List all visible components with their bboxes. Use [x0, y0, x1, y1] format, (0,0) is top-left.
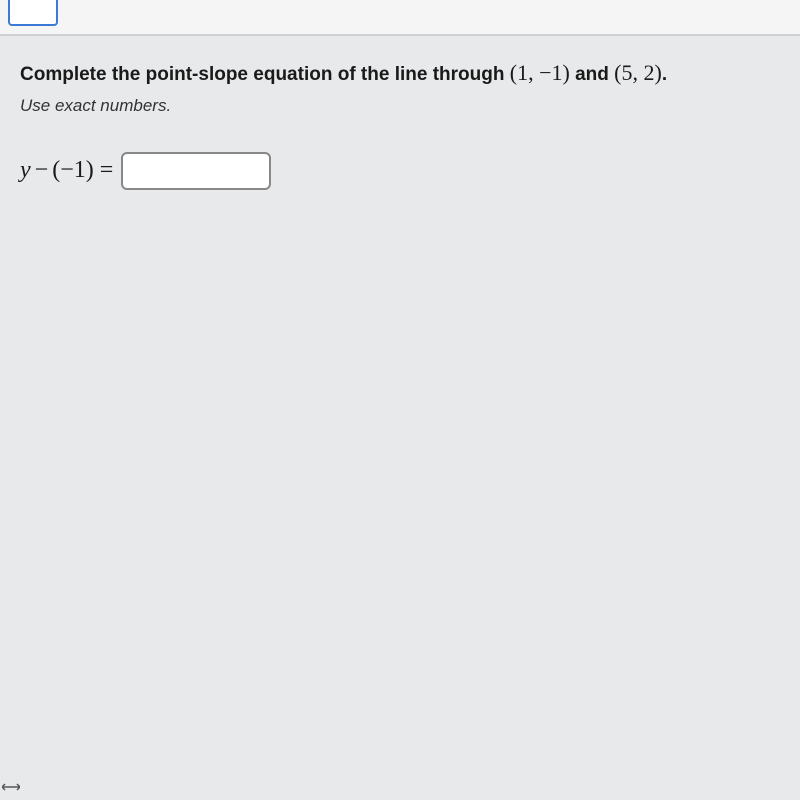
top-bar: [0, 0, 800, 36]
resize-handle-icon[interactable]: [2, 780, 20, 792]
equals-sign: =: [100, 157, 114, 183]
open-paren: (: [52, 157, 60, 183]
question-suffix: .: [662, 64, 667, 85]
point-2: (5, 2): [614, 60, 662, 85]
top-left-icon-box[interactable]: [8, 0, 58, 26]
close-paren: ): [86, 157, 94, 183]
question-text: Complete the point-slope equation of the…: [20, 56, 780, 90]
minus-sign: −: [35, 157, 49, 183]
var-y: y: [20, 157, 31, 183]
neg-one: −1: [60, 157, 86, 183]
point-1: (1, −1): [510, 60, 570, 85]
equation-lhs: y−(−1) =: [20, 157, 113, 184]
instruction-text: Use exact numbers.: [20, 96, 780, 116]
question-conjunction: and: [570, 64, 614, 85]
equation-row: y−(−1) =: [20, 152, 780, 190]
content-area: Complete the point-slope equation of the…: [20, 56, 780, 780]
answer-input[interactable]: [121, 152, 271, 190]
question-prefix: Complete the point-slope equation of the…: [20, 64, 510, 85]
